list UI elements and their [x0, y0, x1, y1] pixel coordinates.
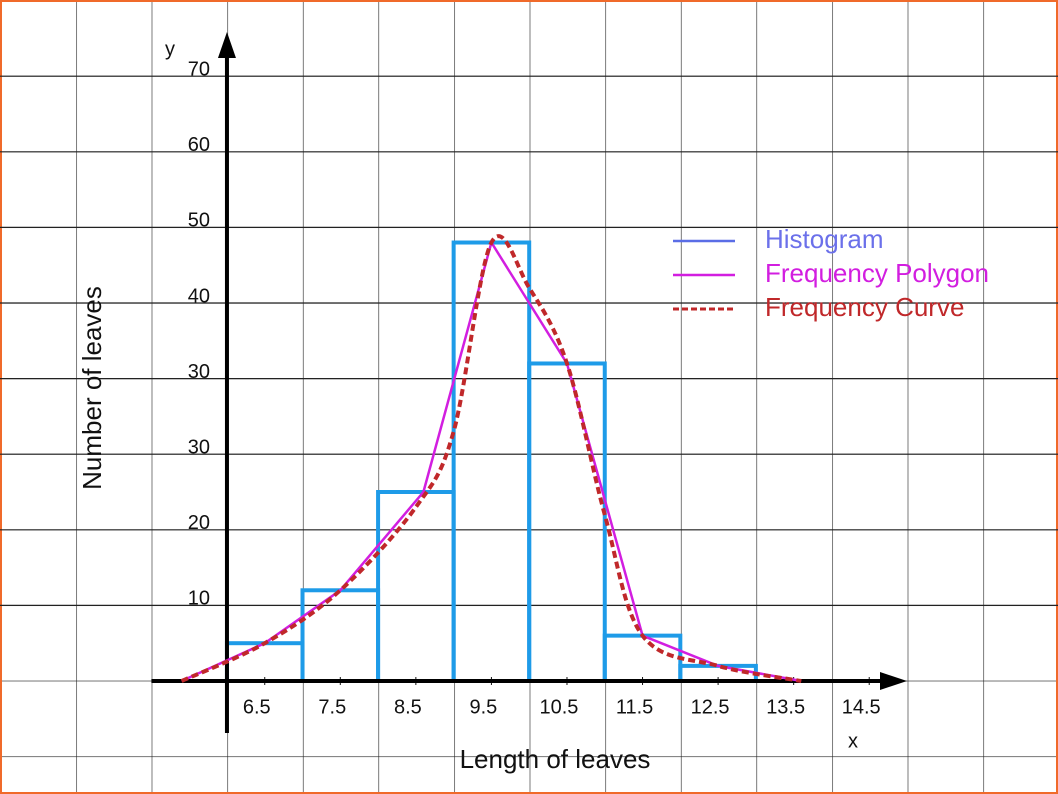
y-tick-label: 20 — [188, 512, 210, 534]
frequency-curve — [180, 234, 802, 683]
x-axis-label: Length of leaves — [460, 744, 651, 774]
y-tick-label: 10 — [188, 588, 210, 610]
legend-label: Frequency Curve — [765, 292, 964, 322]
legend-label: Histogram — [765, 224, 883, 254]
y-axis-label: Number of leaves — [77, 286, 107, 490]
y-tick-label: 30 — [188, 361, 210, 383]
legend-label: Frequency Polygon — [765, 258, 989, 288]
y-tick-label: 60 — [188, 134, 210, 156]
y-axis-arrow — [217, 32, 236, 58]
plot: 10 20 30 30 40 50 60 70 6.5 7.5 8.5 9.5 10.5 11.5 12.5… — [0, 32, 1058, 733]
y-tick-label: 30 — [188, 436, 210, 458]
x-tick-label: 14.5 — [842, 696, 881, 718]
x-tick-label: 8.5 — [394, 696, 422, 718]
y-axis-letter: y — [165, 38, 175, 60]
x-tick-label: 7.5 — [318, 696, 346, 718]
y-tick-label: 40 — [188, 285, 210, 307]
x-tick-label: 6.5 — [243, 696, 271, 718]
x-tick-label: 12.5 — [691, 696, 730, 718]
x-axis-letter: x — [848, 730, 858, 752]
y-tick-label: 70 — [188, 58, 210, 80]
x-tick-label: 10.5 — [540, 696, 579, 718]
x-tick-label: 13.5 — [766, 696, 805, 718]
x-axis-arrow — [880, 672, 907, 690]
x-tick-label: 11.5 — [616, 696, 653, 718]
y-tick-label: 50 — [188, 210, 210, 232]
x-tick-label: 9.5 — [470, 696, 498, 718]
